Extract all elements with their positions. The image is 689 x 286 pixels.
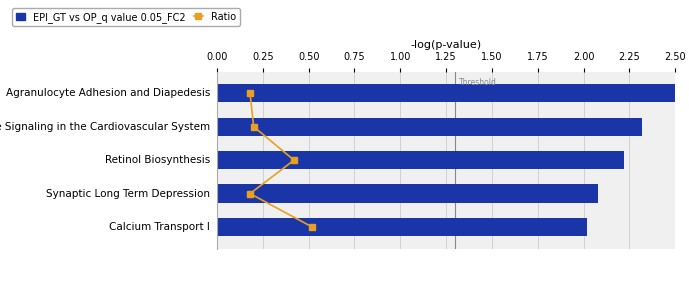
- Bar: [217, 151, 624, 169]
- Text: Agranulocyte Adhesion and Diapedesis: Agranulocyte Adhesion and Diapedesis: [6, 88, 210, 98]
- X-axis label: -log(p-value): -log(p-value): [411, 40, 482, 50]
- Text: Nitric Oxide Signaling in the Cardiovascular System: Nitric Oxide Signaling in the Cardiovasc…: [0, 122, 210, 132]
- Bar: [217, 184, 598, 203]
- Legend: EPI_GT vs OP_q value 0.05_FC2, Ratio: EPI_GT vs OP_q value 0.05_FC2, Ratio: [12, 8, 240, 26]
- Text: Threshold: Threshold: [459, 78, 497, 87]
- Bar: [217, 118, 642, 136]
- Text: Retinol Biosynthesis: Retinol Biosynthesis: [105, 155, 210, 165]
- Bar: [217, 84, 675, 102]
- Text: Synaptic Long Term Depression: Synaptic Long Term Depression: [46, 188, 210, 198]
- Bar: [217, 218, 587, 236]
- Text: Calcium Transport I: Calcium Transport I: [110, 222, 210, 232]
